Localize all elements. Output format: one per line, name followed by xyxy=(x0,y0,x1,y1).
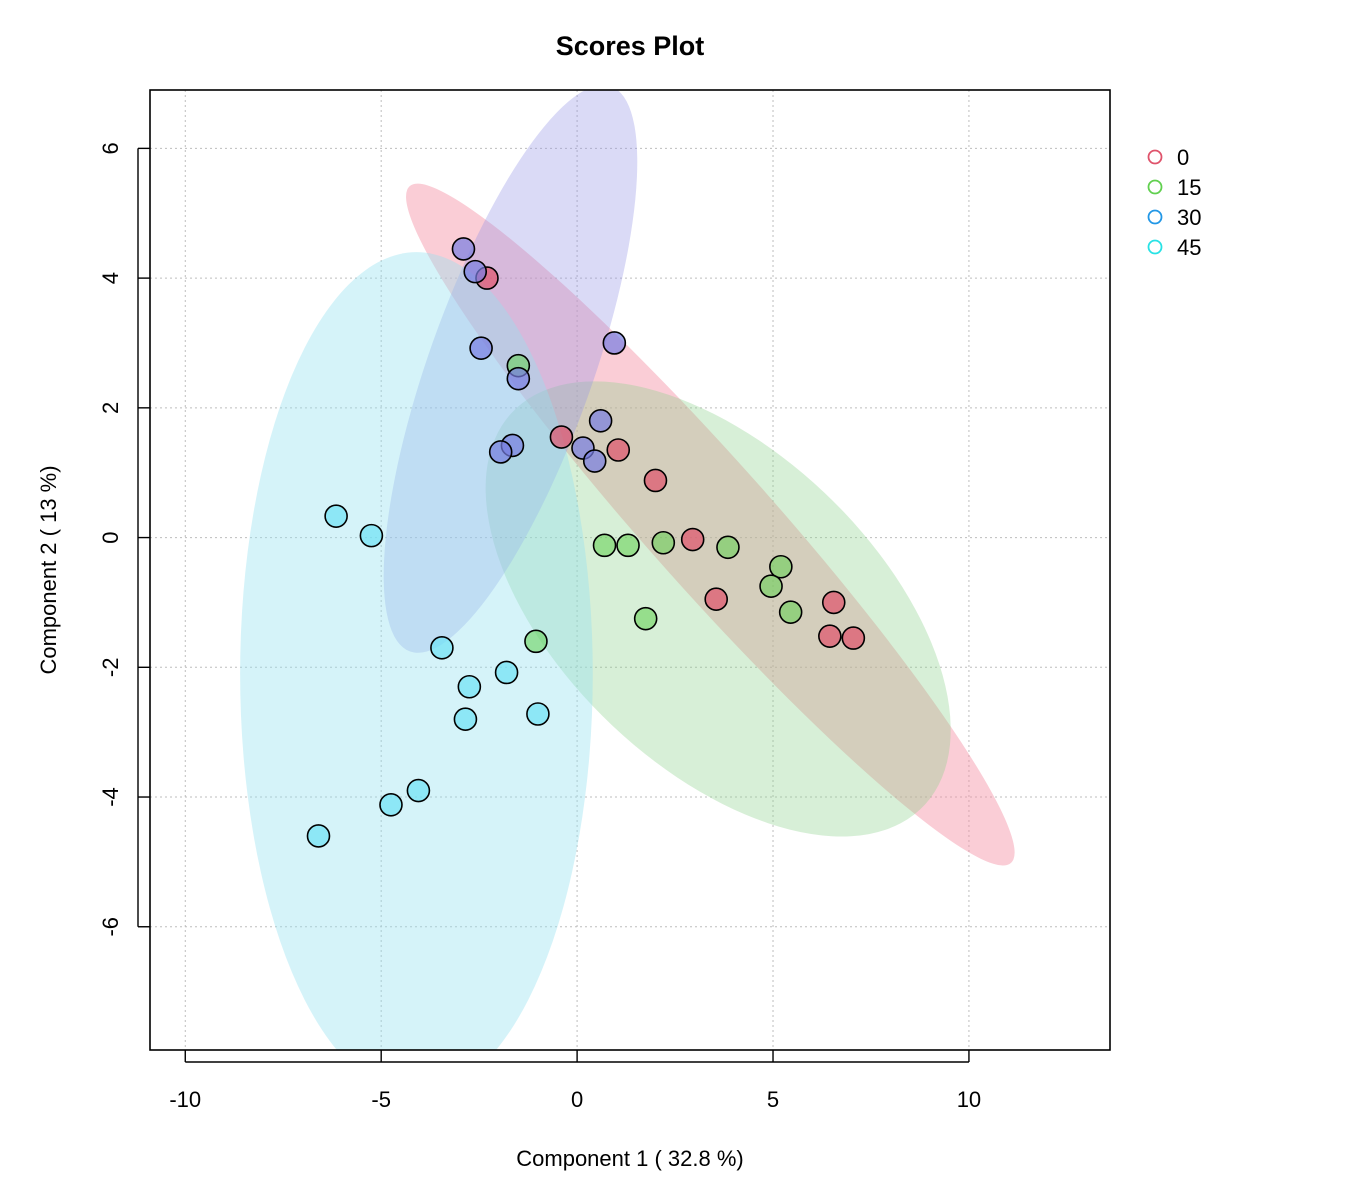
y-tick-label: -2 xyxy=(98,658,123,678)
x-tick-label: 10 xyxy=(957,1087,981,1112)
x-axis: -10 -5 0 5 10 xyxy=(169,1050,981,1112)
x-tick-label: -10 xyxy=(169,1087,201,1112)
point-group-45 xyxy=(306,824,331,848)
point-group-0 xyxy=(680,527,705,552)
legend-label-30: 30 xyxy=(1177,205,1201,230)
ellipse-group-0 xyxy=(406,183,1015,866)
point-group-0 xyxy=(643,468,668,493)
y-tick-label: 2 xyxy=(98,402,123,414)
point-group-45 xyxy=(430,636,454,660)
y-tick-label: 6 xyxy=(98,142,123,154)
y-axis: 6 4 2 0 -2 -4 -6 xyxy=(98,142,150,937)
point-group-45 xyxy=(324,504,348,528)
point-group-30 xyxy=(469,336,493,360)
x-tick-label: -5 xyxy=(371,1087,391,1112)
point-group-30 xyxy=(588,409,613,433)
point-group-15 xyxy=(524,629,548,654)
point-group-45 xyxy=(453,707,478,731)
legend-marker-15 xyxy=(1147,179,1163,195)
point-group-0 xyxy=(818,624,842,648)
data-points xyxy=(306,237,866,848)
point-group-45 xyxy=(526,702,550,726)
y-tick-label: 0 xyxy=(98,531,123,543)
legend-label-0: 0 xyxy=(1177,145,1189,170)
point-group-30 xyxy=(451,237,476,261)
point-group-45 xyxy=(494,660,519,685)
point-group-30 xyxy=(602,331,627,355)
y-tick-label: -6 xyxy=(98,917,123,937)
point-group-15 xyxy=(769,554,793,579)
legend-marker-30 xyxy=(1147,209,1163,225)
legend-label-15: 15 xyxy=(1177,175,1201,200)
y-axis-label: Component 2 ( 13 %) xyxy=(36,465,61,674)
point-group-0 xyxy=(606,438,631,462)
ellipse-group-45 xyxy=(240,252,593,1050)
legend-label-45: 45 xyxy=(1177,235,1201,260)
point-group-30 xyxy=(506,366,531,391)
point-group-0 xyxy=(841,626,866,650)
point-group-0 xyxy=(821,590,846,615)
x-axis-label: Component 1 ( 32.8 %) xyxy=(516,1146,743,1171)
point-group-45 xyxy=(379,793,403,817)
chart-title: Scores Plot xyxy=(556,31,705,61)
legend-marker-45 xyxy=(1147,239,1163,255)
legend: 0 15 30 45 xyxy=(1147,145,1201,260)
plot-frame xyxy=(149,89,1111,1051)
point-group-30 xyxy=(582,449,607,473)
point-group-15 xyxy=(616,533,640,558)
legend-marker-0 xyxy=(1147,149,1163,165)
point-group-15 xyxy=(716,535,740,560)
point-group-45 xyxy=(406,778,431,803)
point-group-30 xyxy=(488,440,513,464)
x-tick-label: 5 xyxy=(767,1087,779,1112)
point-group-15 xyxy=(778,600,803,624)
point-group-45 xyxy=(359,523,384,548)
point-group-45 xyxy=(457,674,482,699)
point-group-15 xyxy=(759,574,783,599)
point-group-15 xyxy=(633,606,658,631)
y-tick-label: -4 xyxy=(98,787,123,807)
point-group-15 xyxy=(592,533,617,558)
point-group-0 xyxy=(549,425,574,449)
x-tick-label: 0 xyxy=(571,1087,583,1112)
point-group-15 xyxy=(651,530,676,555)
point-group-0 xyxy=(704,587,729,611)
confidence-ellipses xyxy=(240,90,1015,1050)
point-group-30 xyxy=(463,259,488,284)
y-tick-label: 4 xyxy=(98,272,123,284)
